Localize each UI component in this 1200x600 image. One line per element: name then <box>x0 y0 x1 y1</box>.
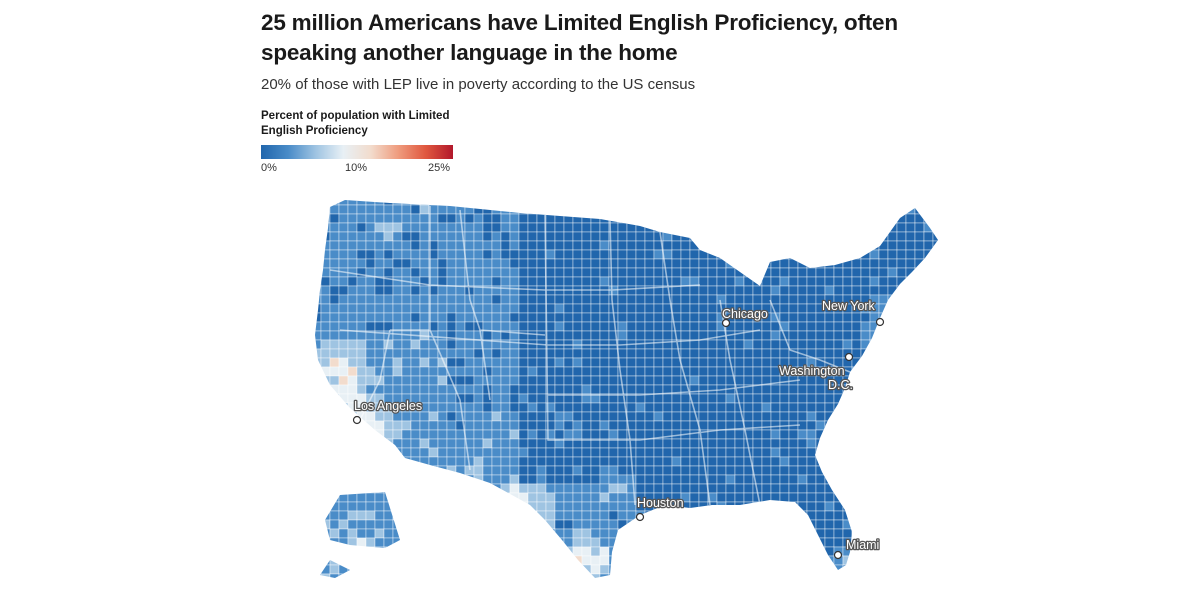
city-label-houston: Houston <box>637 496 684 510</box>
city-houston: Houston <box>636 495 685 522</box>
city-miami: Miami <box>833 537 881 560</box>
city-label-washington: Washington <box>779 364 845 378</box>
county-choropleth <box>315 200 938 578</box>
city-markers: Chicago New York Washington D.C. Los Ang… <box>353 298 885 560</box>
state-borders <box>329 206 851 506</box>
chart-subtitle: 20% of those with LEP live in poverty ac… <box>261 76 696 93</box>
legend-tick-25: 25% <box>428 162 451 174</box>
legend-title: Percent of population with Limited Engli… <box>261 110 450 137</box>
city-label-new-york: New York <box>822 299 876 313</box>
city-washington-dc: Washington D.C. <box>778 352 854 393</box>
chart-title: 25 million Americans have Limited Englis… <box>261 10 898 65</box>
city-label-miami: Miami <box>846 538 879 552</box>
city-new-york: New York <box>821 298 885 327</box>
city-label-dc: D.C. <box>828 378 853 392</box>
city-label-los-angeles: Los Angeles <box>354 399 422 413</box>
legend-tick-10: 10% <box>345 162 368 174</box>
legend-tick-0: 0% <box>261 162 277 174</box>
legend-color-bar <box>261 145 453 159</box>
city-chicago: Chicago <box>721 306 769 328</box>
city-label-chicago: Chicago <box>722 307 768 321</box>
city-los-angeles: Los Angeles <box>353 398 423 425</box>
